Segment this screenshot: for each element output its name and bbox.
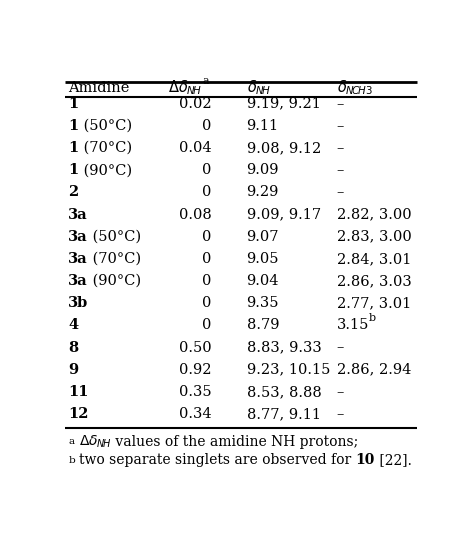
Text: (50°C): (50°C) — [79, 119, 132, 133]
Text: (90°C): (90°C) — [79, 163, 132, 177]
Text: 0.02: 0.02 — [179, 97, 212, 111]
Text: 0.50: 0.50 — [179, 340, 212, 354]
Text: $\Delta\delta_{\mathit{N\!H}}$: $\Delta\delta_{\mathit{N\!H}}$ — [168, 78, 202, 97]
Text: 3a: 3a — [68, 274, 88, 288]
Text: b: b — [369, 314, 376, 324]
Text: $\Delta\delta_{\mathit{N\!H}}$: $\Delta\delta_{\mathit{N\!H}}$ — [79, 433, 111, 450]
Text: Amidine: Amidine — [68, 80, 130, 94]
Text: (50°C): (50°C) — [88, 230, 141, 244]
Text: 0: 0 — [202, 296, 212, 310]
Text: 1: 1 — [68, 163, 79, 177]
Text: 9: 9 — [68, 363, 79, 377]
Text: 3a: 3a — [68, 252, 88, 266]
Text: 10: 10 — [356, 453, 375, 467]
Text: (90°C): (90°C) — [88, 274, 141, 288]
Text: 9.35: 9.35 — [246, 296, 279, 310]
Text: [22].: [22]. — [375, 453, 411, 467]
Text: 0.04: 0.04 — [179, 141, 212, 155]
Text: 9.11: 9.11 — [246, 119, 279, 133]
Text: 1: 1 — [68, 141, 79, 155]
Text: –: – — [337, 97, 344, 111]
Text: –: – — [337, 385, 344, 399]
Text: $\delta_{\mathit{N\!H}}$: $\delta_{\mathit{N\!H}}$ — [246, 78, 271, 97]
Text: 9.08, 9.12: 9.08, 9.12 — [246, 141, 321, 155]
Text: 3.15: 3.15 — [337, 318, 369, 333]
Text: 0: 0 — [202, 274, 212, 288]
Text: –: – — [337, 340, 344, 354]
Text: $\delta_{\mathit{N\!C\!H}3}$: $\delta_{\mathit{N\!C\!H}3}$ — [337, 78, 373, 97]
Text: (70°C): (70°C) — [79, 141, 132, 155]
Text: 4: 4 — [68, 318, 79, 333]
Text: 0: 0 — [202, 186, 212, 200]
Text: –: – — [337, 119, 344, 133]
Text: 0: 0 — [202, 252, 212, 266]
Text: 3a: 3a — [68, 230, 88, 244]
Text: values of the amidine NH protons;: values of the amidine NH protons; — [111, 434, 359, 448]
Text: 8.53, 8.88: 8.53, 8.88 — [246, 385, 321, 399]
Text: a: a — [68, 437, 74, 446]
Text: 9.07: 9.07 — [246, 230, 279, 244]
Text: 12: 12 — [68, 407, 89, 421]
Text: 3b: 3b — [68, 296, 89, 310]
Text: –: – — [337, 407, 344, 421]
Text: 0: 0 — [202, 163, 212, 177]
Text: 8: 8 — [68, 340, 79, 354]
Text: 2.86, 3.03: 2.86, 3.03 — [337, 274, 411, 288]
Text: 0: 0 — [202, 230, 212, 244]
Text: 2.77, 3.01: 2.77, 3.01 — [337, 296, 411, 310]
Text: 0: 0 — [202, 318, 212, 333]
Text: 8.83, 9.33: 8.83, 9.33 — [246, 340, 321, 354]
Text: 0: 0 — [202, 119, 212, 133]
Text: –: – — [337, 141, 344, 155]
Text: 2.82, 3.00: 2.82, 3.00 — [337, 207, 411, 221]
Text: 9.04: 9.04 — [246, 274, 279, 288]
Text: –: – — [337, 163, 344, 177]
Text: 9.09: 9.09 — [246, 163, 279, 177]
Text: 8.79: 8.79 — [246, 318, 279, 333]
Text: 2.86, 2.94: 2.86, 2.94 — [337, 363, 411, 377]
Text: 8.77, 9.11: 8.77, 9.11 — [246, 407, 320, 421]
Text: (70°C): (70°C) — [88, 252, 141, 266]
Text: 0.08: 0.08 — [179, 207, 212, 221]
Text: 9.05: 9.05 — [246, 252, 279, 266]
Text: 9.09, 9.17: 9.09, 9.17 — [246, 207, 321, 221]
Text: 9.23, 10.15: 9.23, 10.15 — [246, 363, 330, 377]
Text: 9.29: 9.29 — [246, 186, 279, 200]
Text: 0.92: 0.92 — [179, 363, 212, 377]
Text: 0.34: 0.34 — [179, 407, 212, 421]
Text: 9.19, 9.21: 9.19, 9.21 — [246, 97, 320, 111]
Text: 2.83, 3.00: 2.83, 3.00 — [337, 230, 411, 244]
Text: 1: 1 — [68, 119, 79, 133]
Text: 3a: 3a — [68, 207, 88, 221]
Text: 11: 11 — [68, 385, 89, 399]
Text: 1: 1 — [68, 97, 79, 111]
Text: 2.84, 3.01: 2.84, 3.01 — [337, 252, 411, 266]
Text: a: a — [202, 76, 209, 86]
Text: two separate singlets are observed for: two separate singlets are observed for — [79, 453, 356, 467]
Text: b: b — [68, 456, 75, 465]
Text: 2: 2 — [68, 186, 79, 200]
Text: 0.35: 0.35 — [179, 385, 212, 399]
Text: –: – — [337, 186, 344, 200]
